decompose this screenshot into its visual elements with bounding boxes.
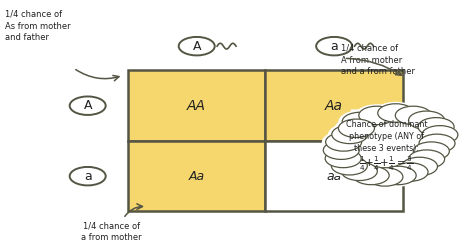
Circle shape [328, 123, 372, 146]
Circle shape [326, 133, 362, 151]
Circle shape [367, 168, 403, 186]
Text: $\frac{1}{4}$$+\frac{1}{4}$$+\frac{1}{4}$$=\frac{3}{4}$: $\frac{1}{4}$$+\frac{1}{4}$$+\frac{1}{4}… [359, 155, 414, 173]
Circle shape [395, 106, 431, 125]
Circle shape [414, 116, 458, 138]
Bar [128, 141, 265, 211]
Circle shape [419, 134, 455, 153]
Circle shape [353, 166, 389, 185]
Circle shape [418, 124, 462, 146]
Circle shape [378, 104, 414, 122]
Circle shape [337, 160, 381, 182]
Circle shape [392, 163, 428, 181]
Bar [265, 141, 403, 211]
Circle shape [392, 104, 435, 127]
Circle shape [331, 156, 367, 175]
Text: AA: AA [187, 99, 206, 113]
Circle shape [405, 109, 448, 131]
Circle shape [401, 157, 438, 176]
Circle shape [338, 119, 374, 138]
Bar [265, 70, 403, 141]
Text: 1/4 chance of
As from mother
and father: 1/4 chance of As from mother and father [5, 10, 70, 42]
Circle shape [374, 102, 418, 124]
Circle shape [322, 131, 365, 153]
Circle shape [363, 166, 407, 188]
Circle shape [359, 106, 395, 125]
Circle shape [405, 148, 448, 170]
Text: a: a [330, 40, 338, 53]
Text: Aa: Aa [325, 99, 343, 113]
Circle shape [413, 142, 449, 160]
Circle shape [415, 132, 459, 155]
Circle shape [325, 149, 361, 168]
Circle shape [409, 111, 445, 130]
Circle shape [349, 164, 393, 187]
Circle shape [319, 139, 363, 161]
Circle shape [342, 112, 378, 131]
Circle shape [380, 166, 416, 185]
Circle shape [341, 162, 377, 181]
Text: A: A [83, 99, 92, 112]
Text: 1/4 chance of
a from mother
and A from father: 1/4 chance of a from mother and A from f… [74, 221, 149, 243]
Circle shape [418, 118, 454, 136]
Circle shape [328, 155, 371, 177]
Text: a: a [84, 170, 91, 183]
Circle shape [410, 140, 453, 162]
Circle shape [332, 125, 368, 144]
Bar [128, 70, 265, 141]
Circle shape [335, 117, 378, 139]
Circle shape [422, 126, 458, 144]
Circle shape [338, 110, 382, 133]
Polygon shape [351, 109, 441, 177]
Circle shape [388, 161, 432, 183]
Text: 1/4 chance of
A from mother
and a from father: 1/4 chance of A from mother and a from f… [341, 44, 415, 76]
Circle shape [398, 155, 441, 178]
Circle shape [321, 147, 365, 170]
Text: Aa: Aa [189, 170, 205, 183]
Circle shape [376, 164, 420, 187]
Text: Chance of dominant
phenotype (ANY of
these 3 events):: Chance of dominant phenotype (ANY of the… [346, 120, 427, 153]
Circle shape [355, 104, 399, 127]
Circle shape [323, 141, 359, 159]
Circle shape [409, 150, 445, 168]
Text: A: A [192, 40, 201, 53]
Text: aa: aa [327, 170, 342, 183]
